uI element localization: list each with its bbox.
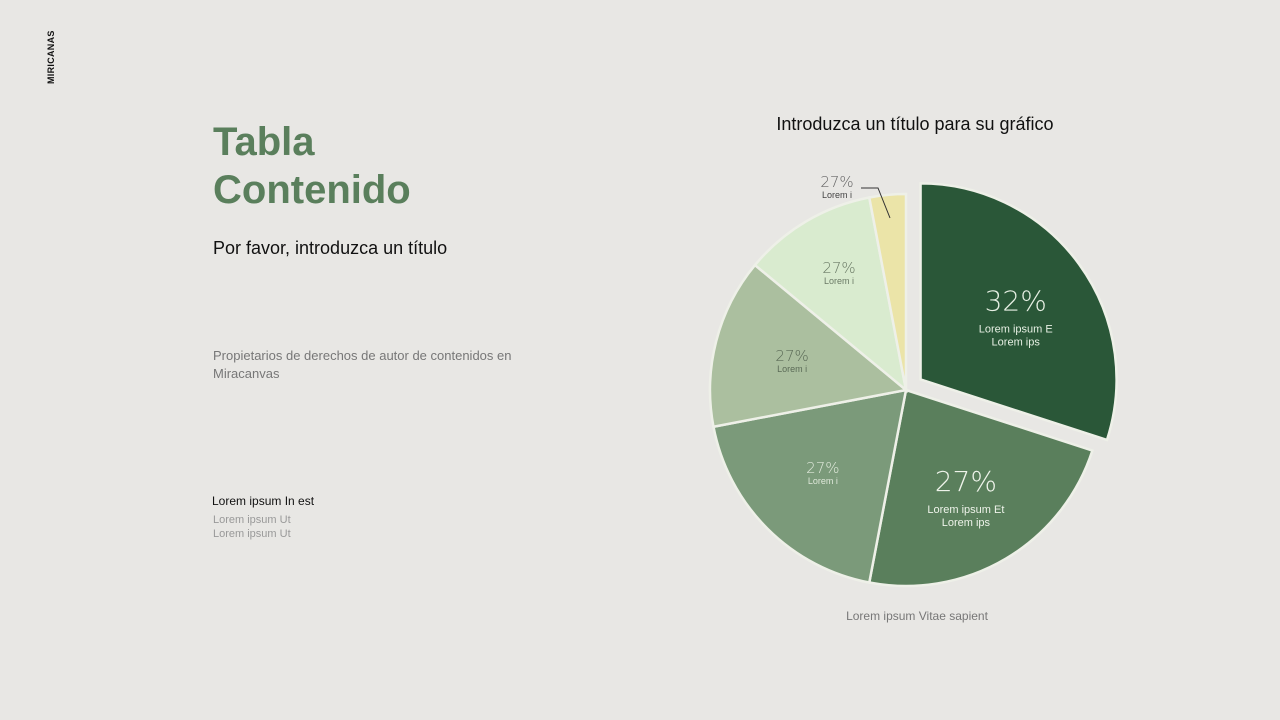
slice-category-label: Lorem ipsum E — [979, 323, 1053, 335]
list-item: Lorem ipsum Ut — [213, 514, 291, 526]
slice-percent-label: 27% — [806, 459, 839, 477]
slice-percent-label: 32% — [985, 284, 1047, 317]
slice-category-label: Lorem ipsum Et — [927, 504, 1004, 516]
title-line-2: Contenido — [213, 168, 411, 212]
slice-category-label: Lorem ips — [992, 336, 1041, 348]
slice-percent-label: 27% — [822, 259, 855, 277]
list-item: Lorem ipsum Ut — [213, 528, 291, 540]
slice-percent-label: 27% — [775, 347, 808, 365]
slice-category-label: Lorem i — [824, 276, 854, 286]
subtitle: Por favor, introduzca un título — [213, 238, 448, 258]
chart-title: Introduzca un título para su gráfico — [776, 114, 1054, 134]
page-title: Tabla Contenido — [213, 118, 411, 214]
description: Propietarios de derechos de autor de con… — [213, 348, 512, 381]
pie-slice-3 — [708, 263, 909, 429]
pie-slice-0 — [919, 182, 1118, 442]
pie-slice-1 — [867, 388, 1094, 588]
slice-category-label: Lorem i — [822, 190, 852, 200]
slice-percent-label: 27% — [935, 465, 997, 498]
slice-percent-label: 27% — [820, 173, 853, 191]
title-line-1: Tabla — [213, 120, 315, 164]
slice-category-label: Lorem i — [808, 476, 838, 486]
slice-category-label: Lorem i — [777, 364, 807, 374]
pie-slice-5 — [867, 192, 908, 391]
slice-category-label: Lorem ips — [942, 517, 991, 529]
pie-slice-4 — [753, 196, 908, 394]
chart-caption: Lorem ipsum Vitae sapient — [846, 609, 988, 623]
list-title: Lorem ipsum In est — [212, 494, 315, 508]
callout-line — [861, 187, 891, 219]
pie-slice-2 — [712, 388, 908, 584]
